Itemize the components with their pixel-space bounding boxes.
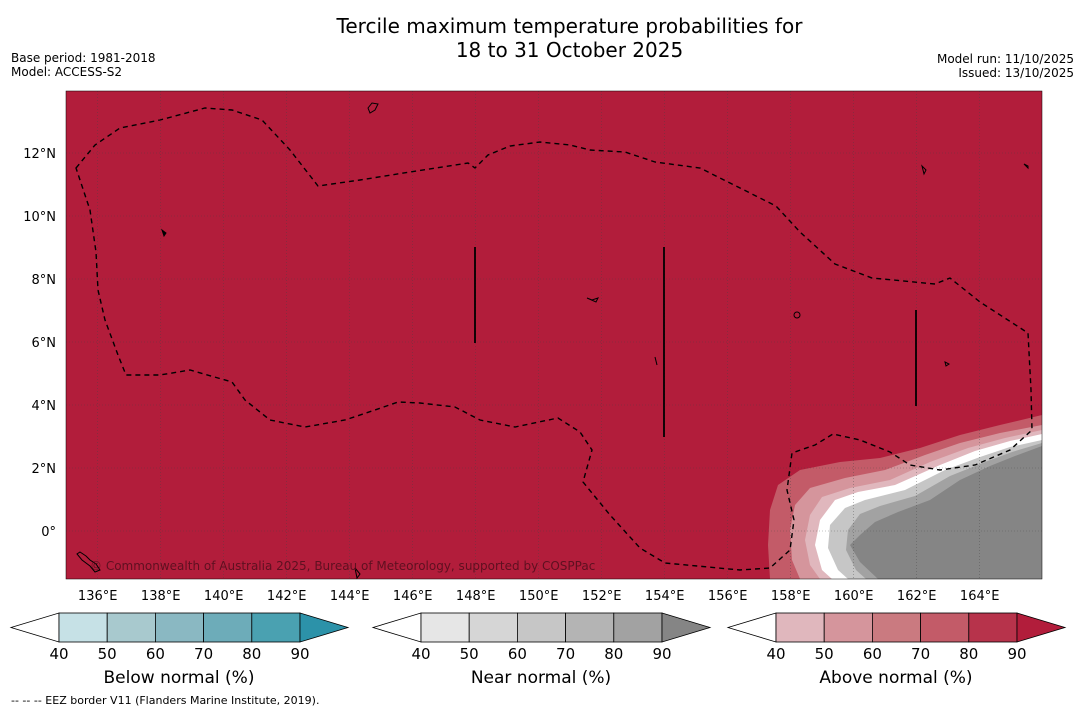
colorbar-2: 40 50 60 70 80 90 [726, 612, 1067, 663]
map-frame [65, 90, 1043, 580]
lon-label: 138°E [141, 589, 181, 604]
colorbar-tick-label: 50 [460, 645, 479, 663]
model-run: Model run: 11/10/2025 [936, 52, 1074, 66]
colorbar-segment [613, 612, 663, 643]
colorbar-tick-label: 50 [98, 645, 117, 663]
colorbar-tick-label: 40 [766, 645, 785, 663]
colorbar-segment [823, 612, 873, 643]
colorbar-segment [468, 612, 518, 643]
colorbar-0: 40 50 60 70 80 90 [9, 612, 350, 663]
colorbar-segment [203, 612, 253, 643]
issued-date: Issued: 13/10/2025 [958, 66, 1074, 80]
colorbar-tick-label: 90 [1007, 645, 1026, 663]
lon-label: 140°E [204, 589, 244, 604]
map-title: Tercile maximum temperature probabilitie… [0, 14, 1085, 62]
model-name: Model: ACCESS-S2 [11, 65, 123, 79]
colorbar-tick-label: 40 [49, 645, 68, 663]
colorbar-tick-label: 80 [242, 645, 261, 663]
base-period: Base period: 1981-2018 [11, 51, 156, 65]
lat-label: 10°N [23, 210, 56, 225]
lon-label: 160°E [834, 589, 874, 604]
colorbar-tick-label: 90 [290, 645, 309, 663]
lon-label: 136°E [78, 589, 118, 604]
colorbar-extend-low [726, 612, 777, 643]
lat-label: 2°N [32, 462, 57, 477]
colorbar-extend-high [1016, 612, 1067, 643]
colorbar-segment [420, 612, 470, 643]
colorbar-label-below: Below normal (%) [103, 668, 255, 688]
eez-border [75, 107, 1033, 571]
colorbar-tick-label: 70 [556, 645, 575, 663]
colorbar-segment [968, 612, 1018, 643]
islands [76, 102, 1029, 580]
colorbar-segment [565, 612, 615, 643]
lat-label: 6°N [32, 336, 57, 351]
probability-field [66, 91, 1042, 579]
meta-left: Base period: 1981-2018 Model: ACCESS-S2 [11, 51, 156, 79]
meta-right: Model run: 11/10/2025 Issued: 13/10/2025 [937, 52, 1074, 80]
eez-footnote: -- -- -- EEZ border V11 (Flanders Marine… [11, 694, 320, 707]
lon-axis: 136°E 138°E 140°E 142°E 144°E 146°E 148°E 150°E… [78, 589, 1000, 604]
colorbar-label-near: Near normal (%) [470, 668, 612, 688]
colorbar-segment [58, 612, 108, 643]
lon-label: 162°E [897, 589, 937, 604]
lon-label: 146°E [393, 589, 433, 604]
lat-label: 12°N [23, 147, 56, 162]
lon-label: 164°E [960, 589, 1000, 604]
colorbar-tick-label: 80 [959, 645, 978, 663]
near-normal-region [850, 446, 1042, 579]
lon-label: 148°E [456, 589, 496, 604]
colorbar-extend-high [661, 612, 712, 643]
colorbar-tick-label: 40 [411, 645, 430, 663]
lat-label: 4°N [32, 399, 57, 414]
colorbar-tick-label: 70 [911, 645, 930, 663]
lon-label: 152°E [582, 589, 622, 604]
colorbar-segment [872, 612, 922, 643]
colorbar-tick-label: 50 [815, 645, 834, 663]
lat-label: 8°N [32, 273, 57, 288]
colorbar-extend-high [299, 612, 350, 643]
colorbar-tick-label: 60 [508, 645, 527, 663]
lon-label: 156°E [708, 589, 748, 604]
colorbar-segment [154, 612, 204, 643]
colorbar-tick-label: 90 [652, 645, 671, 663]
colorbar-segment [920, 612, 970, 643]
colorbar-tick-label: 70 [194, 645, 213, 663]
colorbar-segment [517, 612, 567, 643]
colorbar-extend-low [371, 612, 422, 643]
lon-label: 158°E [771, 589, 811, 604]
lon-label: 142°E [267, 589, 307, 604]
colorbar-label-above: Above normal (%) [819, 668, 973, 688]
lon-label: 154°E [645, 589, 685, 604]
island-chain-lines [474, 247, 917, 437]
colorbar-segment [775, 612, 825, 643]
colorbar-tick-label: 80 [604, 645, 623, 663]
title-line-2: 18 to 31 October 2025 [455, 38, 684, 62]
colorbar-tick-label: 60 [863, 645, 882, 663]
colorbar-1: 40 50 60 70 80 90 [371, 612, 712, 663]
colorbar-tick-label: 60 [146, 645, 165, 663]
colorbar-segment [106, 612, 156, 643]
copyright-text: © Commonwealth of Australia 2025, Bureau… [90, 559, 595, 573]
colorbar-extend-low [9, 612, 60, 643]
colorbar-segment [251, 612, 301, 643]
lon-label: 144°E [330, 589, 370, 604]
lat-axis: 12°N 10°N 8°N 6°N 4°N 2°N 0° [23, 147, 56, 540]
colorbars: 40 50 60 70 80 90 40 50 60 70 80 90 40 50 60 70 80 90 [9, 612, 1067, 663]
lon-label: 150°E [519, 589, 559, 604]
title-line-1: Tercile maximum temperature probabilitie… [336, 14, 803, 38]
lat-label: 0° [41, 525, 56, 540]
